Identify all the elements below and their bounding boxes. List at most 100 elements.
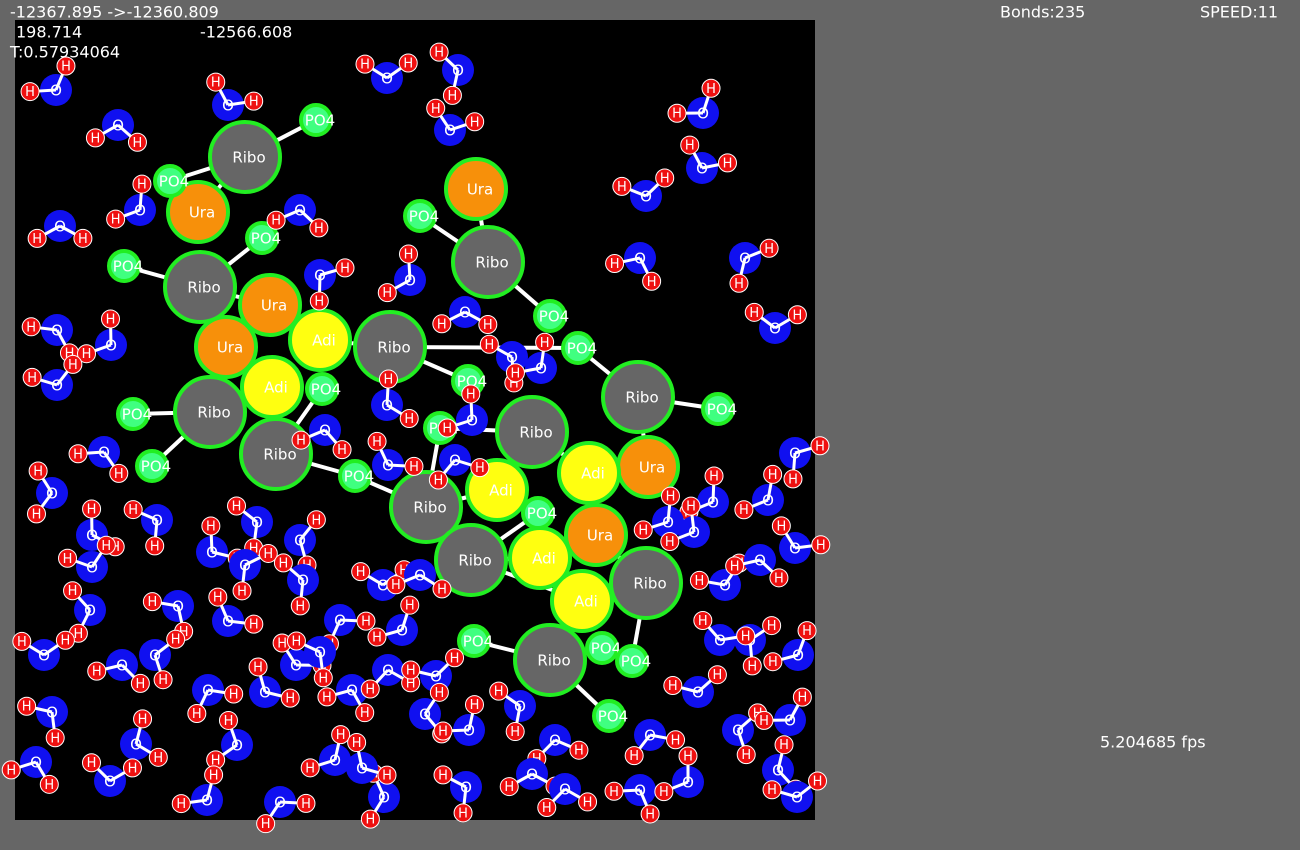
molecule-atom [116,397,150,431]
molecule-atom [615,644,649,678]
hydrogen-label: H [792,308,802,323]
hydrogen-atom [347,733,367,753]
hydrogen-label: H [382,286,392,301]
hydrogen-atom [360,809,380,829]
hydrogen-atom [218,710,238,730]
hydrogen-label: H [153,751,163,766]
hydrogen-atom [171,794,191,814]
hydrogen-atom [300,758,320,778]
hydrogen-atom [763,464,783,484]
hydrogen-atom [505,363,525,383]
molecule-atom [305,372,339,406]
oxygen-label: O [772,762,784,780]
hydrogen-atom [331,725,351,745]
oxygen-label: O [314,644,326,662]
hydrogen-label: H [361,615,371,630]
oxygen-label: O [51,322,63,340]
molecule-label: Ribo [263,446,296,464]
hydrogen-atom [660,486,680,506]
hydrogen-atom [77,344,97,364]
hydrogen-label: H [301,797,311,812]
hydrogen-atom [429,682,449,702]
hydrogen-atom [232,581,252,601]
hydrogen-atom [464,695,484,715]
hydrogen-label: H [382,769,392,784]
oxygen-label: O [382,662,394,680]
oxygen-label: O [134,202,146,220]
hydrogen-label: H [322,690,332,705]
hydrogen-atom [704,466,724,486]
hydrogen-label: H [767,619,777,634]
hydrogen-label: H [734,277,744,292]
hydrogen-label: H [211,753,221,768]
hydrogen-atom [478,314,498,334]
hydrogen-label: H [224,714,234,729]
hydrogen-atom [428,470,448,490]
oxygen-label: O [202,682,214,700]
value-b: -12566.608 [200,23,292,42]
hydrogen-label: H [434,686,444,701]
oxygen-label: O [430,668,442,686]
hydrogen-label: H [101,539,111,554]
oxygen-label: O [86,559,98,577]
oxygen-label: O [329,752,341,770]
hydrogen-label: H [213,591,223,606]
hydrogen-atom [273,553,293,573]
oxygen-label: O [172,598,184,616]
hydrogen-label: H [44,778,54,793]
hydrogen-label: H [82,347,92,362]
molecule-label: PO4 [707,401,737,419]
hydrogen-atom [332,440,352,460]
hydrogen-atom [123,500,143,520]
oxygen-label: O [688,524,700,542]
hydrogen-atom [153,670,173,690]
oxygen-label: O [535,360,547,378]
hydrogen-label: H [135,677,145,692]
oxygen-label: O [697,105,709,123]
hydrogen-label: H [685,139,695,154]
hydrogen-atom [810,436,830,456]
hydrogen-atom [39,774,59,794]
hydrogen-label: H [356,565,366,580]
hydrogen-atom [489,681,509,701]
hydrogen-label: H [815,439,825,454]
hydrogen-atom [811,535,831,555]
oxygen-label: O [404,272,416,290]
hydrogen-atom [258,543,278,563]
hydrogen-label: H [74,627,84,642]
hydrogen-label: H [295,599,305,614]
molecule-atom [389,470,463,544]
hydrogen-label: H [26,320,36,335]
molecule-label: PO4 [409,208,439,226]
hydrogen-label: H [179,625,189,640]
oxygen-label: O [84,602,96,620]
hydrogen-label: H [249,541,259,556]
hydrogen-label: H [128,761,138,776]
oxygen-label: O [714,632,726,650]
hydrogen-label: H [372,435,382,450]
hydrogen-atom [505,722,525,742]
hydrogen-atom [701,78,721,98]
molecule-atom [208,120,282,194]
hydrogen-label: H [6,763,16,778]
hydrogen-label: H [713,668,723,683]
hydrogen-atom [642,271,662,291]
hydrogen-atom [654,782,674,802]
molecule-atom [609,546,683,620]
hydrogen-atom [604,781,624,801]
molecule-atom [107,249,141,283]
oxygen-label: O [514,698,526,716]
molecule-atom [557,441,621,505]
oxygen-label: O [54,218,66,236]
hydrogen-label: H [749,306,759,321]
hydrogen-atom [442,85,462,105]
molecule-label: Ribo [458,552,491,570]
hydrogen-atom [286,631,306,651]
hydrogen-atom [266,210,286,230]
oxygen-label: O [696,160,708,178]
hydrogen-atom [725,556,745,576]
hydrogen-atom [744,302,764,322]
hydrogen-label: H [314,221,324,236]
oxygen-label: O [559,781,571,799]
